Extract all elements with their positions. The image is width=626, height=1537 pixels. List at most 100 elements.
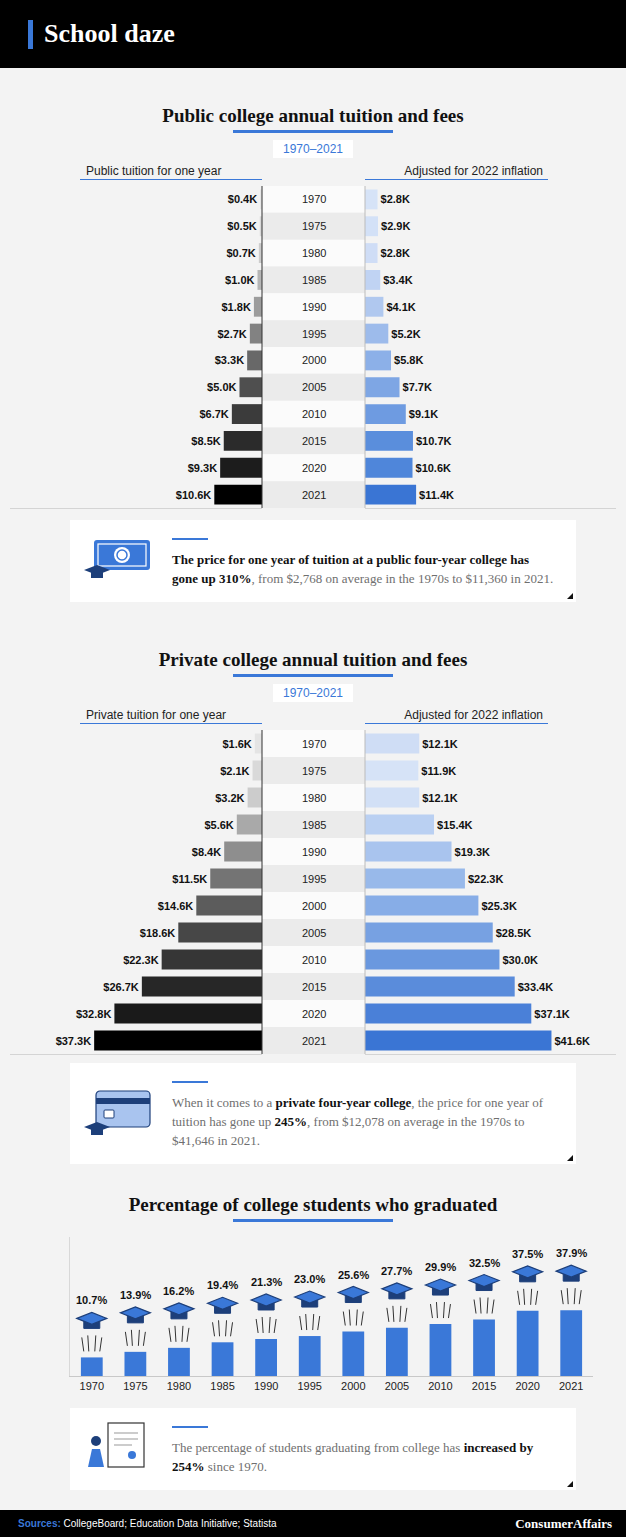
svg-text:$11.9K: $11.9K <box>421 765 456 777</box>
svg-text:$10.6K: $10.6K <box>176 489 212 501</box>
svg-text:$9.1K: $9.1K <box>409 408 438 420</box>
svg-text:$1.8K: $1.8K <box>221 301 250 313</box>
svg-text:2015: 2015 <box>302 981 326 993</box>
svg-text:2020: 2020 <box>302 462 326 474</box>
svg-text:$2.8K: $2.8K <box>381 193 410 205</box>
svg-text:$1.6K: $1.6K <box>222 738 251 750</box>
svg-text:$41.6K: $41.6K <box>554 1035 590 1047</box>
svg-text:1985: 1985 <box>302 274 326 286</box>
svg-text:$0.7K: $0.7K <box>226 247 255 259</box>
svg-text:$0.5K: $0.5K <box>227 220 256 232</box>
svg-text:$33.4K: $33.4K <box>518 981 554 993</box>
svg-text:$28.5K: $28.5K <box>496 927 532 939</box>
svg-text:$1.0K: $1.0K <box>225 274 254 286</box>
svg-text:1975: 1975 <box>302 220 326 232</box>
svg-text:2000: 2000 <box>302 900 326 912</box>
svg-text:$19.3K: $19.3K <box>455 846 491 858</box>
svg-text:1980: 1980 <box>167 1380 191 1392</box>
svg-text:2021: 2021 <box>302 1035 326 1047</box>
svg-text:21.3%: 21.3% <box>251 1276 282 1288</box>
svg-text:$32.8K: $32.8K <box>76 1008 112 1020</box>
svg-text:$2.8K: $2.8K <box>381 247 410 259</box>
svg-text:2015: 2015 <box>302 435 326 447</box>
svg-text:2000: 2000 <box>341 1380 365 1392</box>
svg-text:16.2%: 16.2% <box>163 1285 194 1297</box>
svg-text:$25.3K: $25.3K <box>481 900 517 912</box>
svg-text:19.4%: 19.4% <box>207 1279 238 1291</box>
html-text:The percentage of students gra: The percentage of students graduating fr… <box>172 1440 534 1474</box>
svg-text:$5.6K: $5.6K <box>204 819 233 831</box>
svg-text:$22.3K: $22.3K <box>123 954 159 966</box>
svg-text:$10.6K: $10.6K <box>416 462 452 474</box>
svg-text:37.5%: 37.5% <box>512 1248 543 1260</box>
svg-text:23.0%: 23.0% <box>294 1273 325 1285</box>
svg-text:27.7%: 27.7% <box>381 1265 412 1277</box>
svg-text:37.9%: 37.9% <box>556 1247 587 1259</box>
svg-text:2005: 2005 <box>385 1380 409 1392</box>
svg-text:$3.3K: $3.3K <box>215 354 244 366</box>
svg-text:1990: 1990 <box>302 846 326 858</box>
svg-text:$5.2K: $5.2K <box>391 328 420 340</box>
svg-text:2005: 2005 <box>302 381 326 393</box>
svg-text:1995: 1995 <box>297 1380 321 1392</box>
svg-text:$9.3K: $9.3K <box>188 462 217 474</box>
svg-text:1970: 1970 <box>302 738 326 750</box>
svg-text:$11.4K: $11.4K <box>419 489 454 501</box>
svg-text:$2.9K: $2.9K <box>381 220 410 232</box>
svg-text:2021: 2021 <box>559 1380 583 1392</box>
svg-text:$5.0K: $5.0K <box>207 381 236 393</box>
svg-text:$10.7K: $10.7K <box>416 435 452 447</box>
svg-text:$14.6K: $14.6K <box>158 900 194 912</box>
svg-text:$18.6K: $18.6K <box>140 927 176 939</box>
svg-text:1990: 1990 <box>254 1380 278 1392</box>
svg-text:$12.1K: $12.1K <box>422 792 458 804</box>
svg-text:1995: 1995 <box>302 873 326 885</box>
svg-text:$3.4K: $3.4K <box>383 274 412 286</box>
svg-text:$6.7K: $6.7K <box>199 408 228 420</box>
svg-text:2010: 2010 <box>302 408 326 420</box>
svg-text:1975: 1975 <box>123 1380 147 1392</box>
svg-text:$26.7K: $26.7K <box>103 981 139 993</box>
html-text:When it comes to a private fou: When it comes to a private four-year col… <box>172 1095 544 1148</box>
svg-text:$8.5K: $8.5K <box>191 435 220 447</box>
svg-text:$37.1K: $37.1K <box>534 1008 570 1020</box>
svg-text:2015: 2015 <box>472 1380 496 1392</box>
svg-text:$5.8K: $5.8K <box>394 354 423 366</box>
svg-text:$30.0K: $30.0K <box>502 954 538 966</box>
svg-text:$11.5K: $11.5K <box>172 873 207 885</box>
svg-text:$2.1K: $2.1K <box>220 765 249 777</box>
svg-text:1985: 1985 <box>302 819 326 831</box>
svg-text:$22.3K: $22.3K <box>468 873 504 885</box>
svg-text:2010: 2010 <box>302 954 326 966</box>
html-text:School daze: School daze <box>44 19 175 48</box>
svg-text:1985: 1985 <box>210 1380 234 1392</box>
svg-text:1995: 1995 <box>302 328 326 340</box>
svg-text:2010: 2010 <box>428 1380 452 1392</box>
svg-text:2005: 2005 <box>302 927 326 939</box>
svg-text:$7.7K: $7.7K <box>403 381 432 393</box>
svg-text:10.7%: 10.7% <box>76 1294 107 1306</box>
svg-text:25.6%: 25.6% <box>338 1269 369 1281</box>
svg-text:1980: 1980 <box>302 247 326 259</box>
svg-text:1980: 1980 <box>302 792 326 804</box>
svg-text:$4.1K: $4.1K <box>386 301 415 313</box>
svg-text:1970: 1970 <box>302 193 326 205</box>
svg-text:1975: 1975 <box>302 765 326 777</box>
svg-text:1970: 1970 <box>80 1380 104 1392</box>
svg-text:1990: 1990 <box>302 301 326 313</box>
svg-text:2020: 2020 <box>515 1380 539 1392</box>
svg-text:$12.1K: $12.1K <box>422 738 458 750</box>
svg-text:2021: 2021 <box>302 489 326 501</box>
svg-text:13.9%: 13.9% <box>120 1289 151 1301</box>
svg-text:2000: 2000 <box>302 354 326 366</box>
svg-text:$3.2K: $3.2K <box>215 792 244 804</box>
svg-text:$8.4K: $8.4K <box>192 846 221 858</box>
svg-text:$15.4K: $15.4K <box>437 819 473 831</box>
svg-text:$37.3K: $37.3K <box>56 1035 92 1047</box>
html-text:The price for one year of tuit: The price for one year of tuition at a p… <box>172 552 554 586</box>
svg-text:$0.4K: $0.4K <box>228 193 257 205</box>
svg-text:29.9%: 29.9% <box>425 1261 456 1273</box>
svg-text:2020: 2020 <box>302 1008 326 1020</box>
svg-text:32.5%: 32.5% <box>469 1257 500 1269</box>
svg-text:$2.7K: $2.7K <box>217 328 246 340</box>
